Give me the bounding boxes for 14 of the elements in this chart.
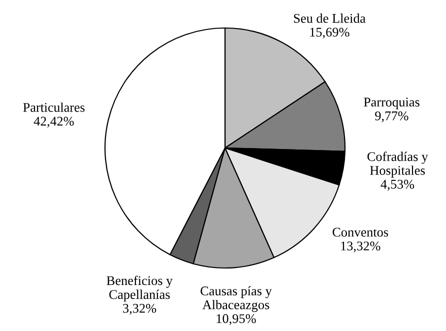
data-label: 15,69%	[310, 28, 350, 39]
slice-label: Causas pías y Albaceazgos	[200, 286, 272, 312]
slice-label: Seu de Lleida	[294, 14, 366, 23]
data-label: 9,77%	[375, 111, 408, 122]
slice-label: Parroquias	[364, 98, 420, 110]
data-label: 13,32%	[341, 242, 380, 252]
slice-label: Beneficios y Capellanías	[106, 276, 173, 302]
slice-label: Particulares	[23, 102, 85, 112]
data-label: 4,53%	[380, 180, 414, 191]
data-label: 3,32%	[123, 304, 156, 315]
data-label: 42,42%	[34, 116, 74, 128]
slice-label: Cofradías y Hospitales	[367, 152, 428, 178]
slice-label: Conventos	[332, 228, 388, 237]
data-label: 10,95%	[216, 314, 256, 325]
